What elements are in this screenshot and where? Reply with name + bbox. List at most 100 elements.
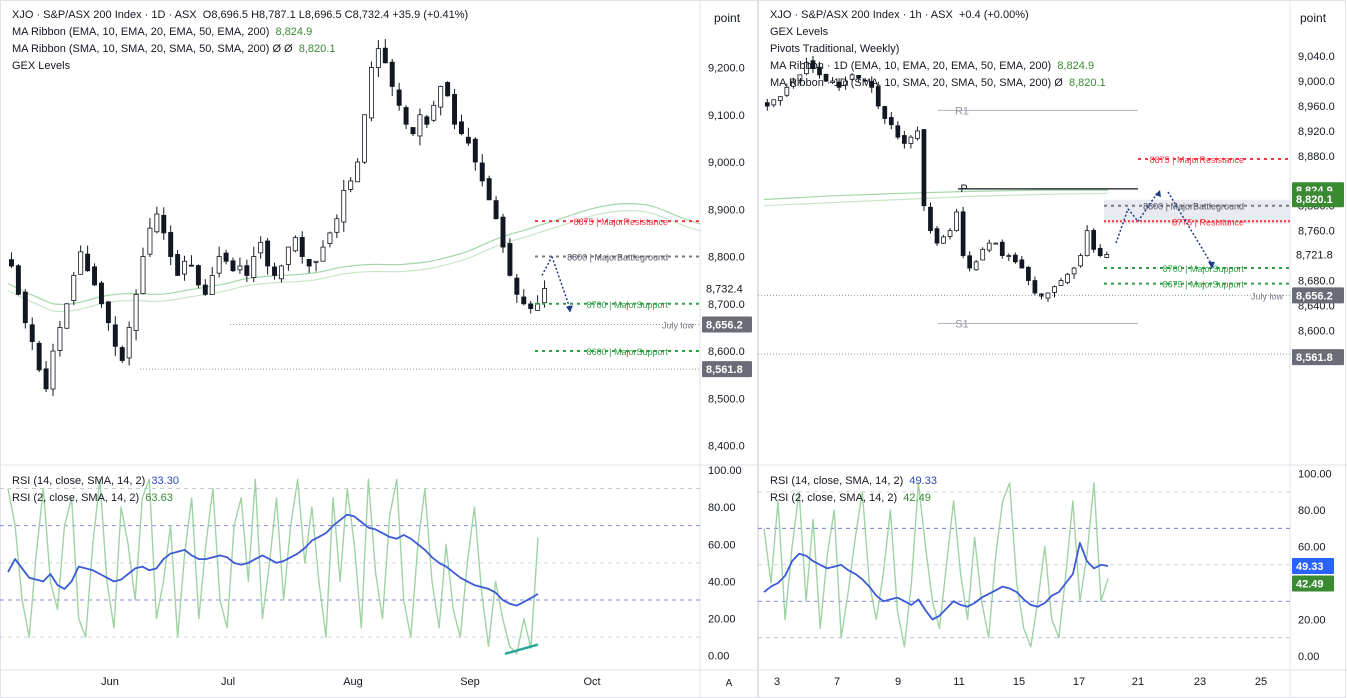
- right-candle[interactable]: [1026, 266, 1031, 286]
- left-candle[interactable]: [334, 214, 340, 239]
- left-candle[interactable]: [272, 262, 278, 280]
- left-candle[interactable]: [493, 196, 499, 220]
- left-candle[interactable]: [85, 245, 91, 272]
- left-candle[interactable]: [355, 158, 361, 183]
- left-ema-ribbon-label[interactable]: MA Ribbon (EMA, 10, EMA, 20, EMA, 50, EM…: [12, 26, 270, 38]
- left-candle[interactable]: [175, 249, 181, 277]
- left-candle[interactable]: [57, 320, 63, 357]
- left-candle[interactable]: [126, 321, 132, 366]
- left-candle[interactable]: [133, 289, 139, 341]
- left-candle[interactable]: [98, 280, 104, 308]
- left-candle[interactable]: [278, 264, 284, 283]
- right-candle[interactable]: [823, 73, 829, 83]
- left-candle[interactable]: [472, 137, 478, 171]
- right-gex-levels-label[interactable]: GEX Levels: [770, 26, 829, 38]
- right-candle[interactable]: [862, 77, 868, 82]
- left-sma-ribbon-label[interactable]: MA Ribbon (SMA, 10, SMA, 20, SMA, 50, SM…: [12, 43, 293, 55]
- right-candle[interactable]: [1078, 253, 1083, 268]
- right-candle[interactable]: [908, 135, 914, 149]
- right-candle[interactable]: [875, 82, 881, 110]
- left-candle[interactable]: [500, 213, 506, 253]
- right-candle[interactable]: [915, 126, 920, 141]
- left-candle[interactable]: [154, 206, 160, 234]
- right-candle[interactable]: [797, 74, 803, 85]
- left-candle[interactable]: [105, 300, 111, 331]
- right-candle[interactable]: [993, 242, 999, 245]
- left-candle[interactable]: [507, 238, 513, 277]
- right-candle[interactable]: [784, 83, 790, 98]
- right-candle[interactable]: [1032, 276, 1038, 296]
- left-candle[interactable]: [313, 260, 319, 272]
- right-candle[interactable]: [999, 239, 1005, 259]
- right-price-unit-button[interactable]: point: [1300, 11, 1327, 25]
- left-candle[interactable]: [348, 177, 354, 193]
- right-candle[interactable]: [921, 128, 927, 211]
- right-candle[interactable]: [1058, 277, 1064, 286]
- right-candle[interactable]: [986, 239, 992, 253]
- left-candle[interactable]: [521, 289, 527, 306]
- right-candle[interactable]: [947, 228, 953, 240]
- left-candle[interactable]: [265, 237, 271, 275]
- left-candle[interactable]: [140, 247, 146, 295]
- right-candle[interactable]: [1006, 253, 1012, 262]
- right-candle[interactable]: [934, 226, 940, 246]
- right-candle[interactable]: [1091, 228, 1097, 253]
- left-candle[interactable]: [299, 231, 305, 264]
- right-candle[interactable]: [928, 202, 933, 234]
- left-candle[interactable]: [188, 255, 194, 267]
- right-candle[interactable]: [791, 77, 796, 89]
- right-candle[interactable]: [764, 98, 770, 111]
- left-symbol-title[interactable]: XJO · S&P/ASX 200 Index · 1D · ASX: [12, 9, 197, 21]
- right-candle[interactable]: [804, 57, 809, 76]
- right-candle[interactable]: [967, 251, 972, 272]
- left-candle[interactable]: [327, 231, 333, 248]
- left-candle[interactable]: [71, 272, 77, 306]
- right-candle[interactable]: [895, 121, 901, 140]
- left-candle[interactable]: [382, 39, 388, 64]
- right-candle[interactable]: [1019, 256, 1025, 269]
- right-pivots-label[interactable]: Pivots Traditional, Weekly): [770, 43, 900, 55]
- left-rsi2-label[interactable]: RSI (2, close, SMA, 14, 2): [12, 492, 140, 504]
- right-candle[interactable]: [777, 96, 783, 106]
- right-candle[interactable]: [810, 56, 816, 73]
- right-rsi2-label[interactable]: RSI (2, close, SMA, 14, 2): [770, 492, 898, 504]
- left-candle[interactable]: [22, 289, 28, 329]
- left-candle[interactable]: [64, 303, 70, 329]
- left-candle[interactable]: [452, 88, 458, 130]
- left-candle[interactable]: [43, 360, 49, 392]
- right-symbol-title[interactable]: XJO · S&P/ASX 200 Index · 1h · ASX: [770, 9, 953, 21]
- right-candle[interactable]: [1104, 251, 1110, 259]
- right-candle[interactable]: [856, 75, 862, 83]
- right-candle[interactable]: [849, 72, 855, 82]
- left-candle[interactable]: [258, 236, 264, 259]
- right-candle[interactable]: [869, 76, 875, 93]
- left-candle[interactable]: [195, 264, 201, 289]
- left-candle[interactable]: [15, 263, 21, 296]
- right-candle[interactable]: [954, 208, 959, 232]
- left-candle[interactable]: [320, 240, 326, 262]
- right-candle[interactable]: [960, 206, 966, 259]
- left-candle[interactable]: [223, 249, 229, 265]
- left-candle[interactable]: [528, 301, 534, 314]
- left-candle[interactable]: [230, 257, 236, 272]
- left-candle[interactable]: [36, 340, 42, 373]
- right-candle[interactable]: [882, 105, 888, 124]
- right-candle[interactable]: [1052, 285, 1057, 298]
- left-candle[interactable]: [410, 126, 416, 136]
- left-candle[interactable]: [168, 225, 174, 266]
- left-candle[interactable]: [341, 179, 347, 232]
- left-candle[interactable]: [78, 245, 84, 275]
- left-candle[interactable]: [375, 39, 381, 77]
- left-gex-levels-label[interactable]: GEX Levels: [12, 60, 71, 72]
- right-candle[interactable]: [1065, 272, 1070, 285]
- left-candle[interactable]: [285, 246, 291, 271]
- left-candle[interactable]: [417, 108, 423, 146]
- left-candle[interactable]: [368, 61, 374, 122]
- right-candle[interactable]: [830, 77, 835, 85]
- left-chart-svg[interactable]: 9,200.0 9,100.0 9,000.0 8,900.0 8,800.0 8,700…: [0, 0, 758, 698]
- left-candle[interactable]: [112, 316, 118, 357]
- left-candle[interactable]: [514, 273, 520, 303]
- right-candle[interactable]: [836, 78, 842, 91]
- right-sma-ribbon-label[interactable]: MA Ribbon · 1D (SMA, 10, SMA, 20, SMA, 5…: [770, 77, 1063, 89]
- left-candle[interactable]: [202, 279, 208, 296]
